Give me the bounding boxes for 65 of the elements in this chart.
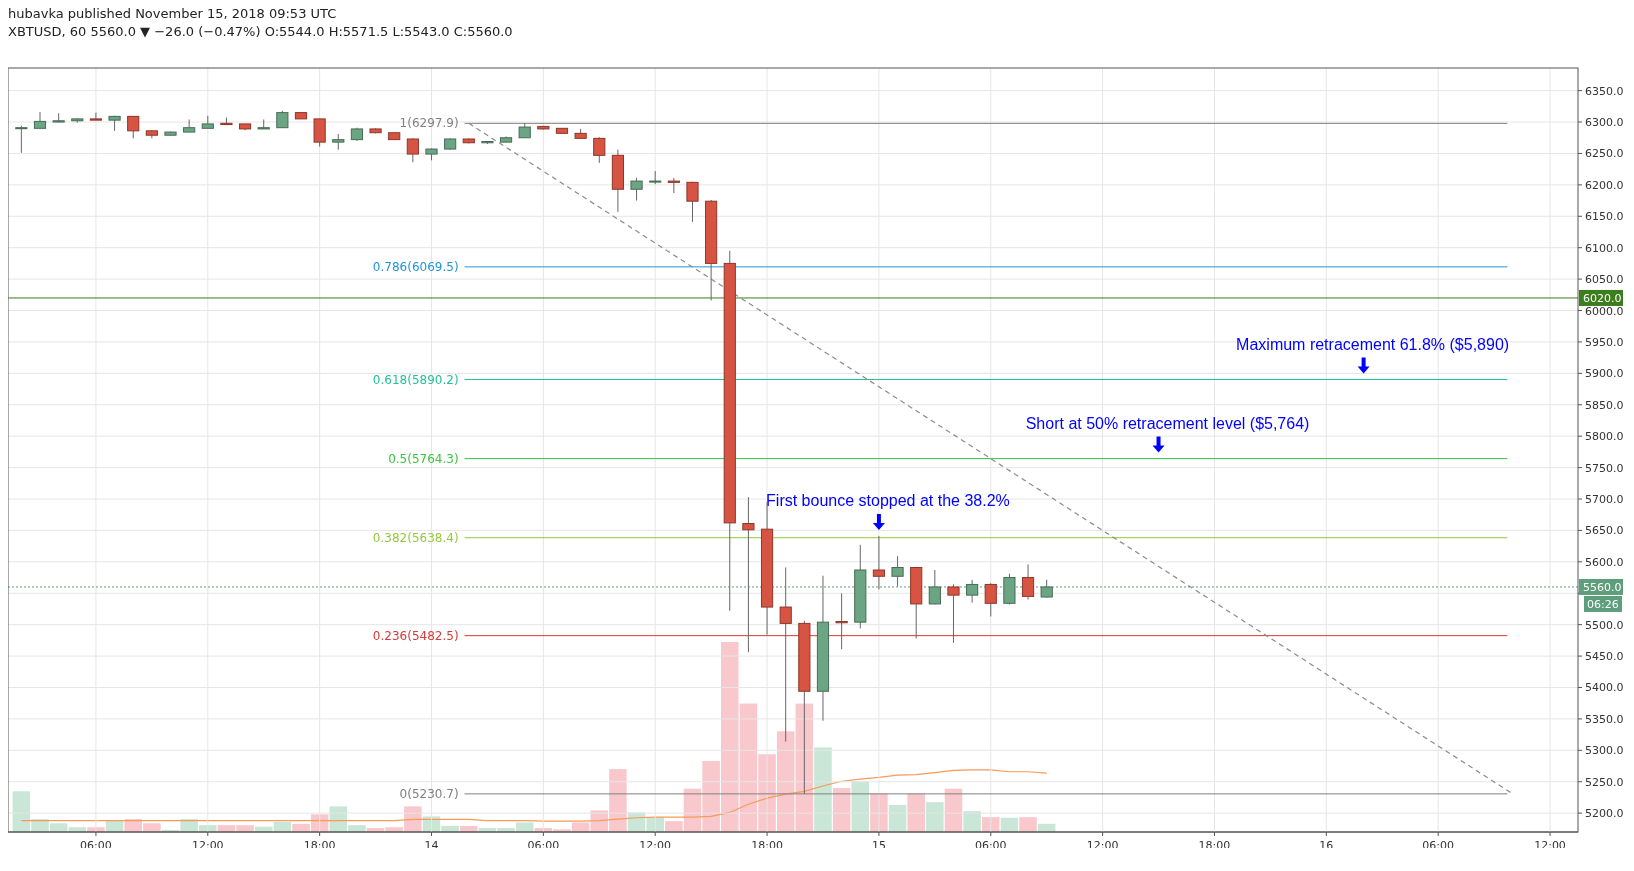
ref-line-label: 0.618(5890.2) (372, 372, 459, 387)
ref-line-label: 0.5(5764.3) (388, 451, 459, 466)
y-tick-label: 5300.0 (1585, 744, 1624, 758)
chart-subtitle: XBTUSD, 60 5560.0 ▼ −26.0 (−0.47%) O:5544.0 H:5571.5 L:5543.0 C:5560.0 (8, 24, 513, 39)
candlestick (630, 177, 643, 202)
ref-line-label: 1(6297.9) (399, 116, 459, 131)
candlestick (872, 535, 885, 590)
y-tick-label: 6100.0 (1585, 241, 1624, 255)
y-tick-label: 5650.0 (1585, 524, 1624, 538)
candlestick (984, 582, 997, 617)
y-tick-label: 5500.0 (1585, 618, 1624, 632)
annotation: Maximum retracement 61.8% ($5,890) (1236, 335, 1510, 353)
y-tick-label: 5750.0 (1585, 461, 1624, 475)
bar (814, 747, 832, 832)
chart-title: hubavka published November 15, 2018 09:53 UTC (8, 6, 337, 21)
y-tick-label: 5250.0 (1585, 775, 1624, 789)
bar (1019, 817, 1037, 832)
y-tick-label: 5700.0 (1585, 493, 1624, 507)
candlestick (33, 111, 47, 129)
candlestick (313, 118, 326, 148)
y-tick-label: 6000.0 (1585, 304, 1624, 318)
ref-line-label: 6020.0 (1583, 291, 1622, 305)
y-tick-label: 5850.0 (1585, 398, 1624, 412)
y-tick-label: 6300.0 (1585, 116, 1624, 130)
candlestick (593, 136, 606, 164)
candlestick (835, 592, 848, 650)
candlestick (779, 566, 792, 743)
candlestick (947, 583, 960, 644)
candlestick (891, 555, 904, 587)
ref-line-label: 5560.0 (1583, 580, 1622, 594)
y-tick-label: 6350.0 (1585, 84, 1624, 98)
annotation: Short at 50% retracement level ($5,764) (1025, 414, 1310, 432)
y-tick-label: 5950.0 (1585, 335, 1624, 349)
y-tick-label: 6250.0 (1585, 147, 1624, 161)
y-tick-label: 5350.0 (1585, 712, 1624, 726)
y-tick-label: 5900.0 (1585, 367, 1624, 381)
y-tick-label: 6150.0 (1585, 210, 1624, 224)
candlestick (15, 125, 28, 154)
bar (963, 811, 981, 832)
candlestick (1021, 563, 1035, 601)
ref-line-label: 0.382(5638.4) (372, 530, 459, 545)
candlestick (686, 181, 699, 223)
candlestick (183, 119, 196, 133)
ref-line-label: 0(5230.7) (399, 786, 459, 801)
y-tick-label: 5400.0 (1585, 681, 1624, 695)
y-tick-label: 5200.0 (1585, 807, 1624, 821)
bar (888, 805, 907, 832)
bar (926, 802, 944, 832)
candlestick (127, 115, 140, 139)
y-tick-label: 6050.0 (1585, 273, 1624, 287)
candlestick (89, 112, 103, 121)
candlestick (742, 496, 755, 653)
text: 06:26 (1587, 597, 1619, 611)
ref-line-label: 0.236(5482.5) (372, 628, 459, 643)
candlestick (406, 137, 419, 163)
candlestick (928, 569, 941, 606)
candlestick (966, 579, 979, 604)
bar (982, 817, 1000, 832)
y-tick-label: 6200.0 (1585, 178, 1624, 192)
y-tick-label: 5450.0 (1585, 650, 1624, 664)
y-tick-label: 5600.0 (1585, 555, 1624, 569)
annotation: First bounce stopped at the 38.2% (766, 492, 1010, 510)
y-tick-label: 5800.0 (1585, 430, 1624, 444)
ref-line-label: 0.786(6069.5) (372, 259, 459, 274)
bar (907, 793, 925, 832)
